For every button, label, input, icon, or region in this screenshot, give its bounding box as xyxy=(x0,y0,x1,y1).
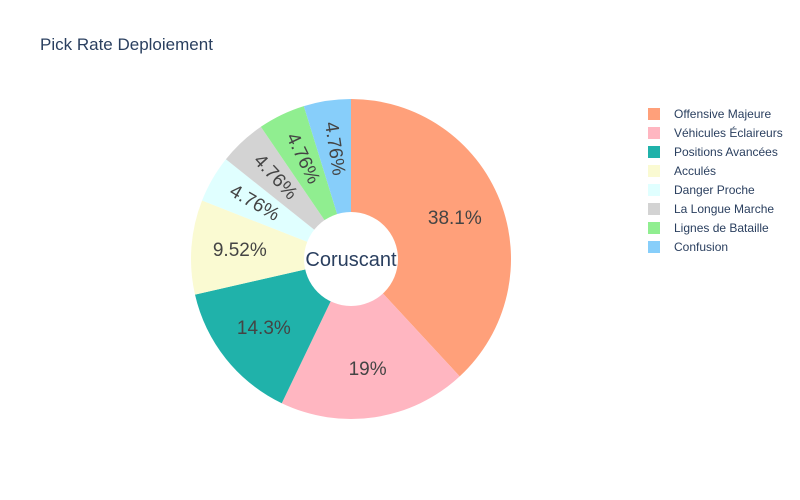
legend: Offensive Majeure Véhicules Éclaireurs Pos… xyxy=(648,107,783,254)
slice-offensive-majeure[interactable] xyxy=(351,99,511,377)
legend-label: La Longue Marche xyxy=(674,202,774,216)
legend-item-positions-avancees[interactable]: Positions Avancées xyxy=(648,145,778,159)
legend-swatch xyxy=(648,222,660,234)
legend-label: Positions Avancées xyxy=(674,145,778,159)
slice-label-accules: 9.52% xyxy=(213,240,267,261)
legend-label: Lignes de Bataille xyxy=(674,221,769,235)
legend-label: Offensive Majeure xyxy=(674,107,771,121)
legend-label: Danger Proche xyxy=(674,183,755,197)
slice-label-vehicules-eclaireurs: 19% xyxy=(349,359,387,380)
legend-swatch xyxy=(648,203,660,215)
legend-swatch xyxy=(648,165,660,177)
legend-item-lignes-de-bataille[interactable]: Lignes de Bataille xyxy=(648,221,769,235)
slice-vehicules-eclaireurs[interactable] xyxy=(281,259,460,420)
slice-positions-avancees[interactable] xyxy=(195,259,351,404)
legend-swatch xyxy=(648,108,660,120)
legend-item-accules[interactable]: Acculés xyxy=(648,164,716,178)
legend-item-offensive-majeure[interactable]: Offensive Majeure xyxy=(648,107,771,121)
legend-swatch xyxy=(648,127,660,139)
slice-accules[interactable] xyxy=(191,200,351,295)
legend-item-la-longue-marche[interactable]: La Longue Marche xyxy=(648,202,774,216)
legend-label: Acculés xyxy=(674,164,716,178)
legend-item-vehicules-eclaireurs[interactable]: Véhicules Éclaireurs xyxy=(648,125,783,140)
legend-label: Véhicules Éclaireurs xyxy=(674,125,783,140)
legend-swatch xyxy=(648,146,660,158)
donut-hole xyxy=(304,212,398,306)
center-label: Coruscant xyxy=(305,249,397,271)
legend-swatch xyxy=(648,184,660,196)
legend-item-danger-proche[interactable]: Danger Proche xyxy=(648,183,755,197)
chart-title: Pick Rate Deploiement xyxy=(40,35,213,54)
donut-slices xyxy=(191,99,511,420)
legend-label: Confusion xyxy=(674,240,728,254)
legend-swatch xyxy=(648,241,660,253)
slice-label-positions-avancees: 14.3% xyxy=(237,318,291,339)
legend-item-confusion[interactable]: Confusion xyxy=(648,240,728,254)
slice-label-offensive-majeure: 38.1% xyxy=(428,208,482,229)
